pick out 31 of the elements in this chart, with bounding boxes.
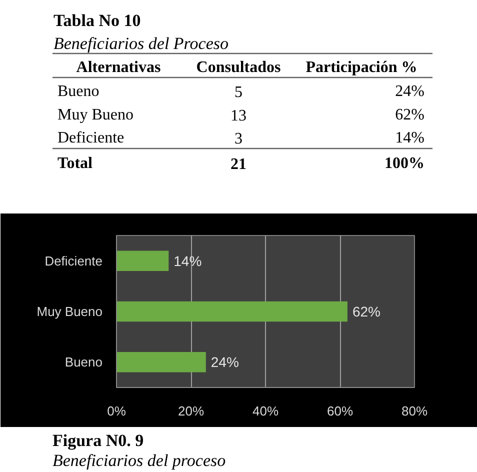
text: Tabla No 10 xyxy=(54,11,141,30)
data-label: 3 xyxy=(234,130,242,148)
series-label: Consultados xyxy=(196,59,281,76)
text: Figura N0. 9 xyxy=(52,431,144,450)
bar xyxy=(116,250,169,271)
data-label: 5 xyxy=(234,84,242,101)
x-tick-label: 40% xyxy=(252,404,279,418)
text: 21 xyxy=(230,156,246,173)
text: Beneficiarios del Proceso xyxy=(54,34,228,53)
y-tick-label: Muy Bueno xyxy=(36,304,103,319)
text: 100% xyxy=(384,155,424,172)
category-label: Deficiente xyxy=(58,130,124,147)
y-tick-label: Deficiente xyxy=(44,253,103,268)
text: Alternativas xyxy=(76,59,161,76)
text: Total xyxy=(58,155,94,172)
bar xyxy=(116,301,348,322)
data-label: 13 xyxy=(230,107,246,124)
text: Participación % xyxy=(306,59,418,76)
x-tick-label: 0% xyxy=(107,404,126,418)
data-label: 24% xyxy=(210,354,239,370)
data-label: 62% xyxy=(395,106,424,124)
bar xyxy=(116,352,206,372)
data-label: 14% xyxy=(395,130,424,147)
text: Beneficiarios del proceso xyxy=(52,451,226,470)
category-label: Muy Bueno xyxy=(58,106,134,124)
data-label: 24% xyxy=(395,83,424,100)
x-tick-label: 60% xyxy=(326,404,354,418)
x-tick-label: 80% xyxy=(401,404,428,418)
y-tick-label: Bueno xyxy=(64,354,103,370)
x-tick-label: 20% xyxy=(178,404,204,418)
data-label: 62% xyxy=(352,304,380,320)
